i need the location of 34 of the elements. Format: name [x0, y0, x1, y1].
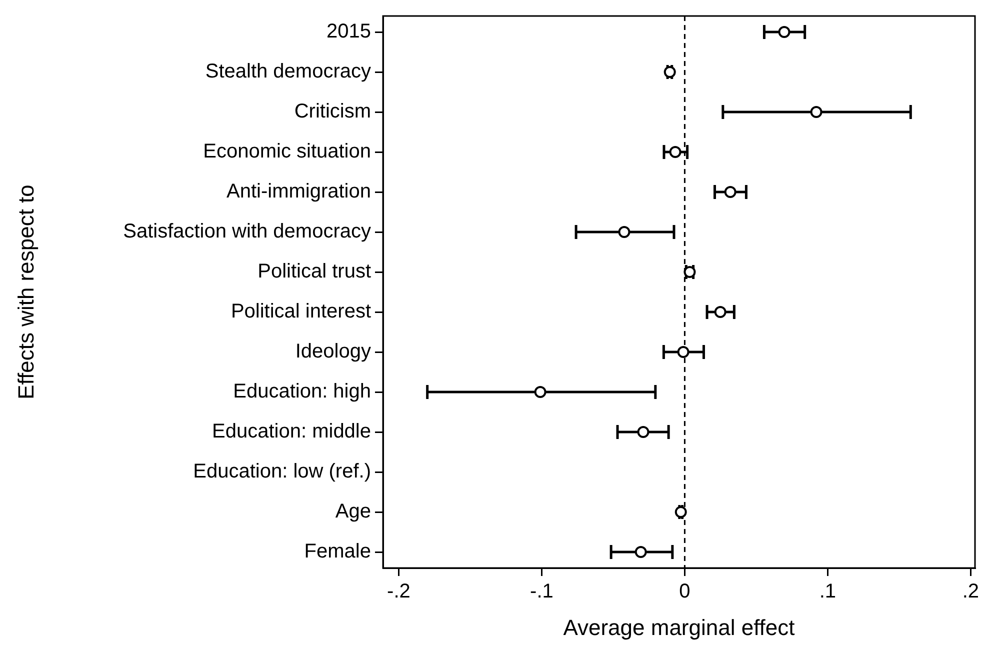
point	[674, 506, 687, 518]
y-tick-label: Education: low (ref.)	[193, 460, 371, 483]
y-tick-label: Anti-immigration	[226, 180, 371, 203]
point	[684, 266, 696, 278]
y-tick-label: Economic situation	[203, 140, 371, 163]
y-axis-title: Effects with respect to	[13, 184, 38, 400]
y-tick-label: Age	[335, 500, 371, 523]
x-tick-label: 0	[679, 580, 690, 603]
y-tick-label: Education: high	[233, 380, 371, 403]
point	[534, 386, 546, 398]
point	[664, 66, 676, 78]
y-tick-label: Political interest	[230, 300, 372, 323]
point	[724, 186, 736, 198]
y-tick-label: Criticism	[294, 100, 371, 123]
y-tick-label: Satisfaction with democracy	[123, 220, 371, 243]
y-tick-label: Education: middle	[212, 420, 371, 443]
x-axis-title: Average marginal effect	[563, 614, 795, 640]
point	[714, 306, 726, 318]
point	[810, 106, 822, 118]
y-tick-label: Political trust	[258, 260, 372, 283]
y-tick-label: 2015	[326, 20, 371, 43]
x-tick-label: .1	[819, 580, 836, 603]
y-tick-label: Ideology	[295, 340, 371, 363]
point	[618, 226, 630, 238]
point	[637, 426, 650, 438]
point	[677, 346, 690, 358]
x-tick-label: -.2	[387, 580, 410, 603]
x-tick-label: .2	[962, 580, 980, 603]
point	[634, 546, 647, 558]
y-tick-label: Female	[304, 540, 371, 563]
point	[669, 146, 682, 158]
y-tick-label: Stealth democracy	[205, 60, 371, 83]
point	[778, 26, 790, 38]
x-tick-label: -.1	[530, 580, 554, 603]
